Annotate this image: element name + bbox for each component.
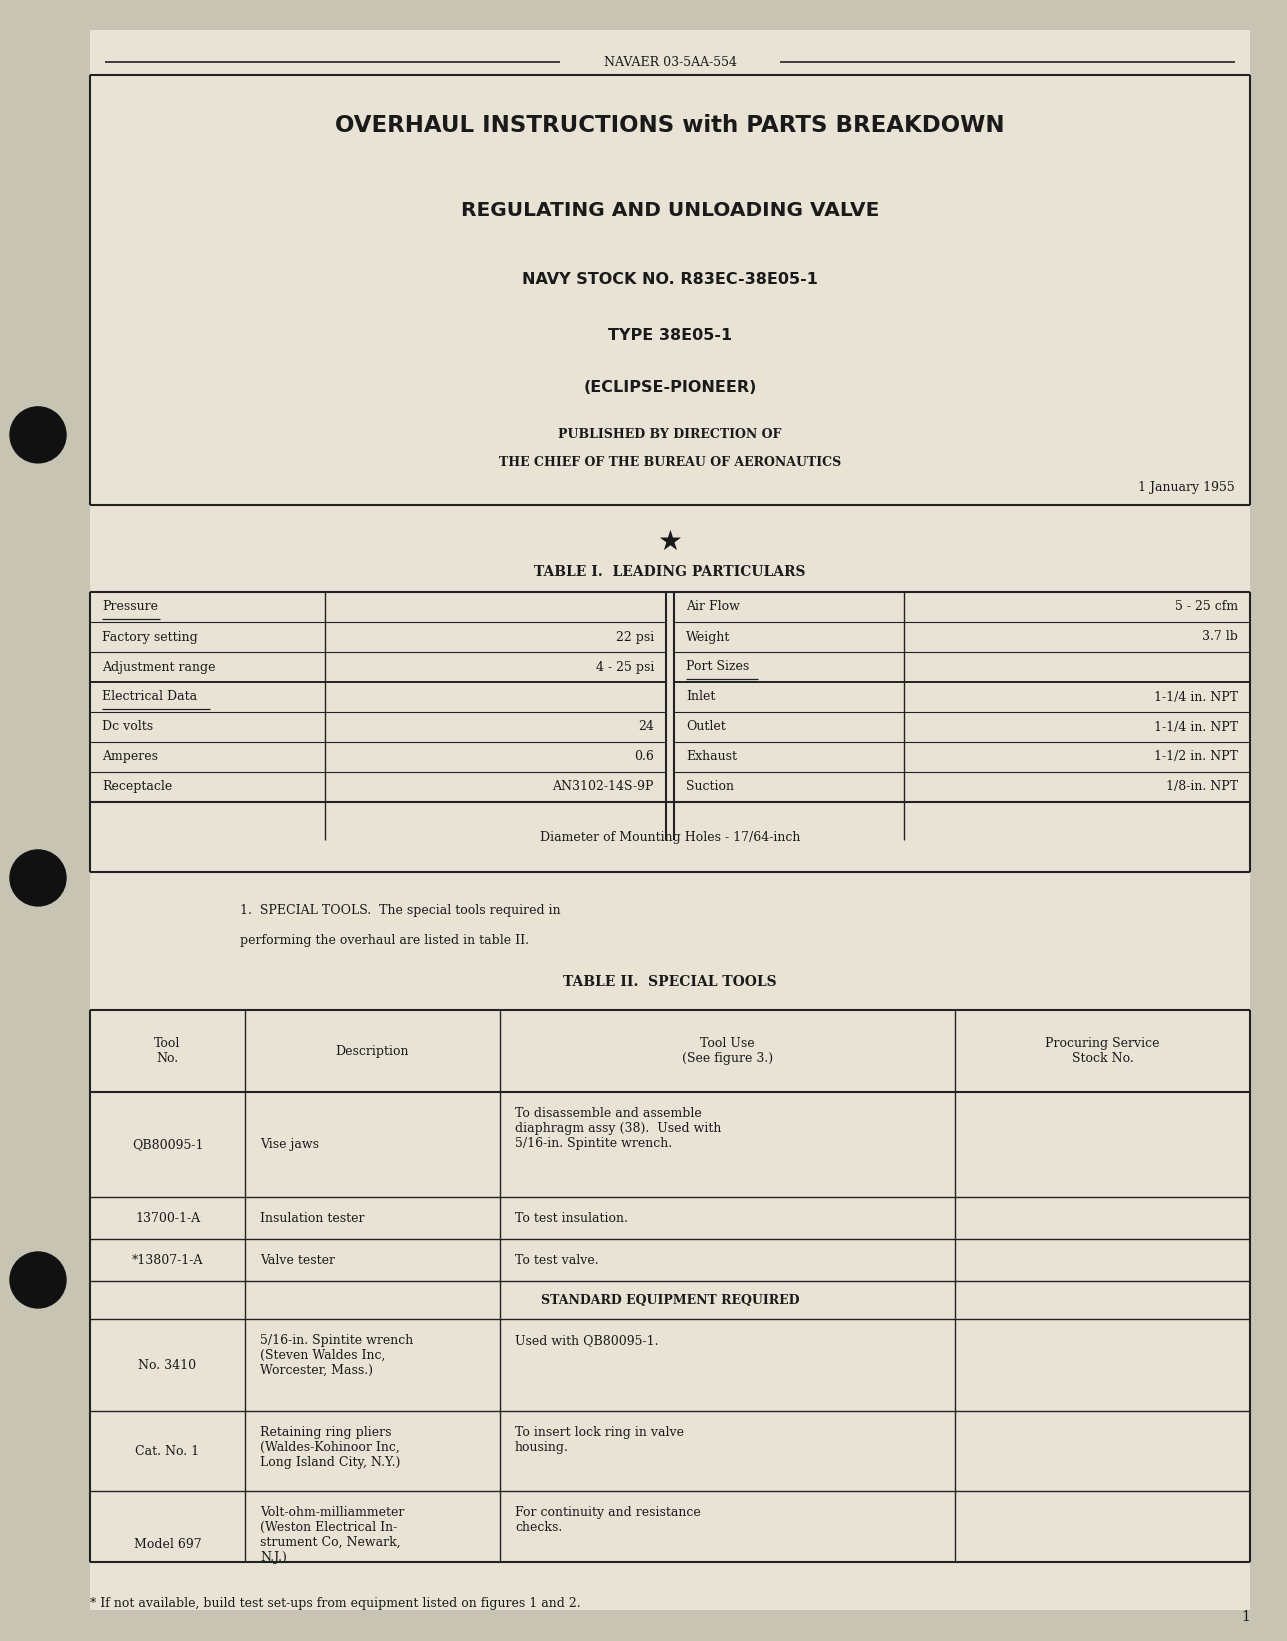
Text: 4 - 25 psi: 4 - 25 psi [596,660,654,673]
Text: Cat. No. 1: Cat. No. 1 [135,1444,199,1457]
Text: Air Flow: Air Flow [686,601,740,614]
Text: THE CHIEF OF THE BUREAU OF AERONAUTICS: THE CHIEF OF THE BUREAU OF AERONAUTICS [499,456,842,468]
Text: * If not available, build test set-ups from equipment listed on figures 1 and 2.: * If not available, build test set-ups f… [90,1597,580,1610]
Text: Exhaust: Exhaust [686,750,737,763]
Text: ★: ★ [658,528,682,556]
Text: Procuring Service
Stock No.: Procuring Service Stock No. [1045,1037,1160,1065]
Circle shape [10,850,66,906]
Text: Port Sizes: Port Sizes [686,660,749,673]
Text: TABLE II.  SPECIAL TOOLS: TABLE II. SPECIAL TOOLS [564,975,777,990]
Text: Tool Use
(See figure 3.): Tool Use (See figure 3.) [682,1037,773,1065]
Text: REGULATING AND UNLOADING VALVE: REGULATING AND UNLOADING VALVE [461,200,879,220]
Text: (ECLIPSE-PIONEER): (ECLIPSE-PIONEER) [583,381,757,395]
Text: 5 - 25 cfm: 5 - 25 cfm [1175,601,1238,614]
Text: 24: 24 [638,720,654,734]
Text: 1: 1 [1241,1610,1250,1625]
Text: Used with QB80095-1.: Used with QB80095-1. [515,1334,659,1347]
Text: Model 697: Model 697 [134,1538,201,1551]
Text: 1-1/2 in. NPT: 1-1/2 in. NPT [1154,750,1238,763]
Text: 1-1/4 in. NPT: 1-1/4 in. NPT [1154,691,1238,704]
Text: For continuity and resistance
checks.: For continuity and resistance checks. [515,1506,700,1534]
Text: To test valve.: To test valve. [515,1254,598,1267]
Text: To insert lock ring in valve
housing.: To insert lock ring in valve housing. [515,1426,683,1454]
Text: Electrical Data: Electrical Data [102,691,197,704]
Text: 1 January 1955: 1 January 1955 [1138,481,1236,494]
Text: 1-1/4 in. NPT: 1-1/4 in. NPT [1154,720,1238,734]
Text: Adjustment range: Adjustment range [102,660,215,673]
Text: QB80095-1: QB80095-1 [131,1137,203,1150]
Text: OVERHAUL INSTRUCTIONS with PARTS BREAKDOWN: OVERHAUL INSTRUCTIONS with PARTS BREAKDO… [335,113,1005,136]
Text: Description: Description [336,1045,409,1057]
Text: TYPE 38E05-1: TYPE 38E05-1 [607,328,732,343]
Text: Outlet: Outlet [686,720,726,734]
Text: Suction: Suction [686,781,734,794]
Text: Diameter of Mounting Holes - 17/64-inch: Diameter of Mounting Holes - 17/64-inch [539,830,801,843]
Text: 0.6: 0.6 [634,750,654,763]
Text: Factory setting: Factory setting [102,630,198,643]
Text: TABLE I.  LEADING PARTICULARS: TABLE I. LEADING PARTICULARS [534,565,806,579]
Text: Volt-ohm-milliammeter
(Weston Electrical In-
strument Co, Newark,
N.J.): Volt-ohm-milliammeter (Weston Electrical… [260,1506,404,1564]
Text: Pressure: Pressure [102,601,158,614]
Text: To test insulation.: To test insulation. [515,1213,628,1224]
Text: Dc volts: Dc volts [102,720,153,734]
Text: Receptacle: Receptacle [102,781,172,794]
Circle shape [10,407,66,463]
Text: To disassemble and assemble
diaphragm assy (38).  Used with
5/16-in. Spintite wr: To disassemble and assemble diaphragm as… [515,1108,722,1150]
Text: 1/8-in. NPT: 1/8-in. NPT [1166,781,1238,794]
Text: Amperes: Amperes [102,750,158,763]
Text: Retaining ring pliers
(Waldes-Kohinoor Inc,
Long Island City, N.Y.): Retaining ring pliers (Waldes-Kohinoor I… [260,1426,400,1469]
Circle shape [10,1252,66,1308]
Text: Inlet: Inlet [686,691,716,704]
Text: 5/16-in. Spintite wrench
(Steven Waldes Inc,
Worcester, Mass.): 5/16-in. Spintite wrench (Steven Waldes … [260,1334,413,1377]
Text: *13807-1-A: *13807-1-A [131,1254,203,1267]
Text: AN3102-14S-9P: AN3102-14S-9P [552,781,654,794]
Text: NAVAER 03-5AA-554: NAVAER 03-5AA-554 [604,56,736,69]
Text: Weight: Weight [686,630,731,643]
Text: 13700-1-A: 13700-1-A [135,1211,199,1224]
Text: 3.7 lb: 3.7 lb [1202,630,1238,643]
Text: 1.  SPECIAL TOOLS.  The special tools required in: 1. SPECIAL TOOLS. The special tools requ… [239,904,561,917]
Text: No. 3410: No. 3410 [139,1359,197,1372]
Text: Insulation tester: Insulation tester [260,1211,364,1224]
Text: PUBLISHED BY DIRECTION OF: PUBLISHED BY DIRECTION OF [559,428,781,441]
Text: Valve tester: Valve tester [260,1254,335,1267]
Text: 22 psi: 22 psi [615,630,654,643]
Text: NAVY STOCK NO. R83EC-38E05-1: NAVY STOCK NO. R83EC-38E05-1 [523,272,819,287]
Text: Tool
No.: Tool No. [154,1037,180,1065]
Text: STANDARD EQUIPMENT REQUIRED: STANDARD EQUIPMENT REQUIRED [541,1293,799,1306]
Text: performing the overhaul are listed in table II.: performing the overhaul are listed in ta… [239,934,529,947]
Text: Vise jaws: Vise jaws [260,1137,319,1150]
